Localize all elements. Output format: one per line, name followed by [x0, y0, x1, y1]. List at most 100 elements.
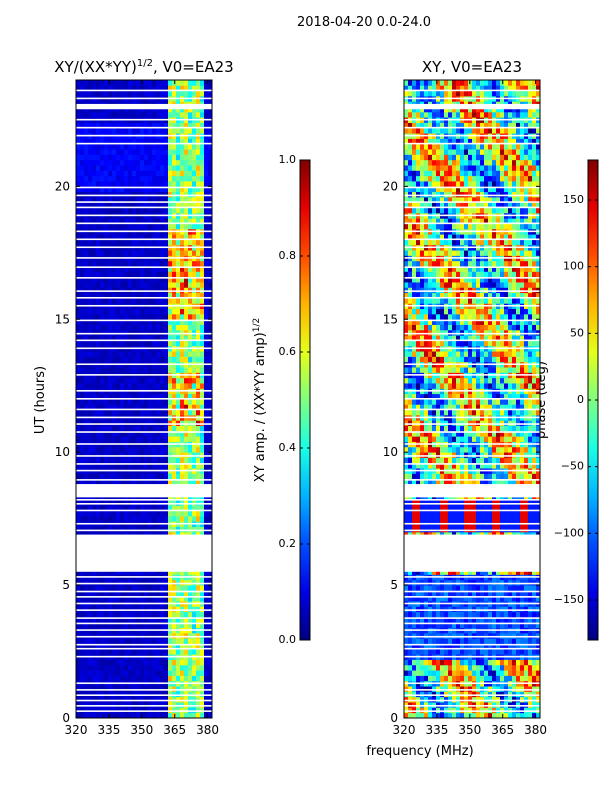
amp-cell: [196, 335, 201, 341]
amp-cell: [192, 664, 197, 671]
amp-cell: [104, 452, 109, 458]
amp-cell: [188, 500, 193, 506]
amp-cell: [156, 648, 161, 655]
amp-cell: [100, 606, 105, 613]
amp-cell: [88, 138, 93, 145]
amp-cell: [168, 515, 173, 522]
amp-cell: [200, 696, 205, 703]
amp-cell: [172, 85, 177, 92]
amp-cell: [172, 223, 177, 230]
amp-cell: [104, 297, 109, 304]
amp-cell: [152, 478, 157, 485]
phase-cell: [464, 643, 469, 650]
phase-cell: [408, 702, 413, 708]
amp-cell: [208, 393, 212, 400]
phase-cell: [524, 712, 529, 718]
amp-cell: [92, 250, 97, 256]
amp-cell: [96, 196, 101, 203]
amp-cell: [192, 287, 197, 294]
amp-cell: [156, 149, 161, 155]
amp-cell: [128, 250, 133, 256]
amp-cell: [84, 686, 89, 692]
amp-cell: [80, 234, 85, 240]
phase-cell: [480, 643, 485, 650]
amp-cell: [100, 515, 105, 522]
amp-cell: [172, 351, 177, 357]
amp-cell: [80, 159, 85, 166]
amp-ytick-label: 20: [55, 179, 70, 193]
amp-cell: [204, 638, 209, 644]
amp-cell: [128, 271, 133, 278]
amp-cell: [84, 494, 89, 501]
phase-cell: [520, 606, 525, 613]
amp-cell: [164, 340, 169, 347]
amp-cell: [196, 393, 201, 400]
amp-cell: [160, 335, 165, 341]
amp-cell: [200, 670, 205, 676]
amp-cell: [204, 383, 209, 389]
amp-cell: [164, 670, 169, 676]
amp-cell: [164, 686, 169, 692]
amp-cell: [176, 191, 181, 198]
amp-cell: [184, 569, 189, 575]
amp-cell: [108, 319, 113, 325]
amp-cell: [208, 696, 212, 703]
amp-cell: [144, 319, 149, 325]
amp-cell: [116, 595, 121, 602]
amp-cell: [96, 351, 101, 357]
amp-cell: [148, 425, 153, 432]
phase-cell: [516, 707, 521, 714]
amp-cell: [88, 159, 93, 166]
amp-cell: [144, 702, 149, 708]
phase-cell: [428, 686, 433, 692]
amp-cell: [152, 430, 157, 437]
amp-cell: [124, 223, 129, 230]
amp-cell: [152, 686, 157, 692]
amp-cell: [96, 473, 101, 480]
amp-cell: [176, 297, 181, 304]
amp-cell: [168, 616, 173, 623]
phase-cell: [532, 643, 537, 650]
amp-cell: [132, 606, 137, 613]
amp-cell: [204, 462, 209, 469]
amp-cell: [156, 159, 161, 166]
amp-cell: [164, 106, 169, 113]
amp-cell: [84, 223, 89, 230]
amp-cell: [144, 239, 149, 246]
phase-cell: [484, 616, 489, 623]
amp-cell: [108, 510, 113, 517]
amp-cell: [92, 478, 97, 485]
phase-cell: [488, 675, 493, 682]
amp-gap-line: [76, 529, 212, 532]
amp-cell: [128, 505, 133, 512]
amp-cell: [172, 111, 177, 118]
amp-cell: [152, 90, 157, 97]
amp-cell: [148, 356, 153, 363]
amp-cell: [104, 632, 109, 639]
phase-cell: [456, 696, 461, 703]
amp-cell: [192, 266, 197, 272]
amp-cell: [112, 638, 117, 644]
amp-cell: [140, 702, 145, 708]
amp-cell: [188, 282, 193, 288]
amp-cell: [128, 686, 133, 692]
phase-cell: [408, 590, 413, 597]
amp-cell: [204, 154, 209, 161]
amp-cell: [156, 446, 161, 453]
amp-cell: [80, 356, 85, 363]
amp-cell: [96, 595, 101, 602]
amp-cell: [132, 250, 137, 256]
amp-cell: [100, 324, 105, 331]
amp-cell: [116, 313, 121, 320]
phase-cell: [444, 696, 449, 703]
amp-cell: [88, 335, 93, 341]
amp-cell: [172, 696, 177, 703]
amp-cell: [160, 383, 165, 389]
amp-cell: [176, 616, 181, 623]
phase-cell: [416, 643, 421, 650]
amp-cell: [132, 675, 137, 682]
amp-cell: [76, 223, 81, 230]
amp-cell: [116, 383, 121, 389]
amp-cell: [112, 223, 117, 230]
amp-cell: [96, 383, 101, 389]
